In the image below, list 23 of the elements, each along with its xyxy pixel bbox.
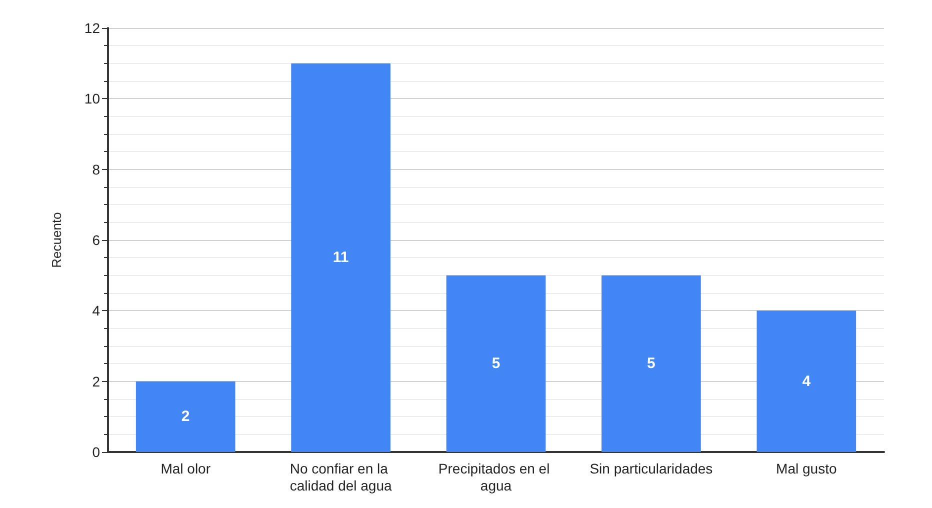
y-tick-label: 8 [92,161,100,178]
bar [446,275,546,452]
bar [291,63,390,452]
x-tick-label: Precipitados en el agua [438,460,554,494]
y-tick-label: 10 [84,90,100,107]
x-tick-label: Mal gusto [776,460,837,476]
x-tick-label: No confiar en la calidad del agua [290,460,392,494]
data-label: 4 [802,372,812,390]
data-label: 5 [492,355,500,372]
y-axis-title: Recuento [49,212,64,268]
bar [136,381,236,452]
data-label: 2 [181,408,190,426]
y-tick-label: 4 [92,302,100,319]
data-label: 11 [332,249,349,266]
y-tick-label: 6 [92,232,100,248]
y-tick-label: 2 [92,373,100,390]
y-tick-label: 0 [92,444,100,460]
x-tick-label: Mal olor [160,460,211,476]
data-label: 5 [647,355,656,372]
bar [602,275,701,452]
x-tick-label: Sin particularidades [590,460,713,476]
bar [756,310,856,452]
y-tick-label: 12 [84,20,100,36]
